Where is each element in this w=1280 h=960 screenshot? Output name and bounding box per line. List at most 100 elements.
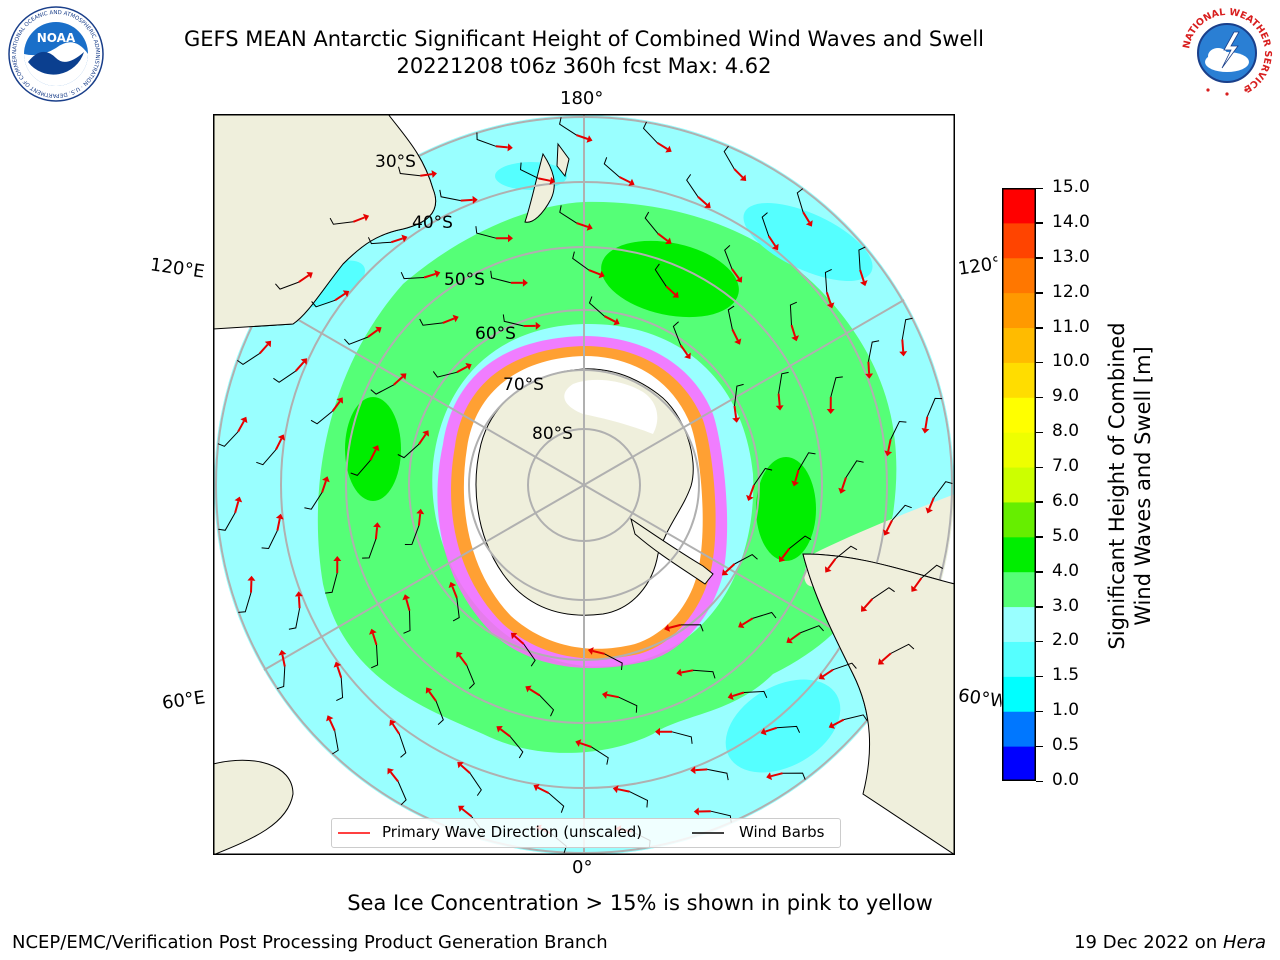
wind-barb xyxy=(604,653,623,670)
wave-direction-arrowhead xyxy=(234,496,243,503)
wave-direction-arrow xyxy=(841,477,847,490)
wave-direction-arrow xyxy=(885,519,893,532)
wave-direction-arrowhead xyxy=(448,581,457,588)
colorbar-segment xyxy=(1002,501,1036,538)
wind-barb xyxy=(830,376,843,398)
wave-direction-arrowhead xyxy=(457,762,464,769)
wind-barb xyxy=(776,725,801,733)
wind-barb xyxy=(926,397,943,417)
colorbar-tick-mark xyxy=(1036,640,1043,643)
credit-date: 19 Dec 2022 on Hera xyxy=(1074,932,1266,953)
wave-direction-arrowhead xyxy=(612,785,619,794)
wind-barb xyxy=(502,314,524,327)
wave-direction-arrow xyxy=(328,719,336,732)
polar-map xyxy=(213,114,955,855)
wind-barb xyxy=(824,268,832,293)
lat-label-50s: 50°S xyxy=(444,270,485,290)
wind-barb xyxy=(311,299,336,308)
wind-barb xyxy=(398,166,421,177)
wind-barb xyxy=(872,587,895,600)
wave-direction-arrow xyxy=(393,375,404,386)
colorbar-tick-mark xyxy=(1036,292,1043,294)
wind-barb xyxy=(370,644,379,669)
wave-direction-arrow xyxy=(294,361,305,372)
wave-direction-arrowhead xyxy=(336,397,343,404)
wave-direction-arrow xyxy=(901,339,905,352)
wave-direction-arrowhead xyxy=(704,201,711,208)
colorbar-tick-label: 1.0 xyxy=(1052,700,1080,721)
wave-direction-arrowhead xyxy=(805,220,813,227)
wave-direction-arrowhead xyxy=(264,340,272,348)
colorbar-segment xyxy=(1002,676,1036,712)
wind-barb xyxy=(789,301,798,326)
colorbar-segment xyxy=(1002,536,1036,573)
wave-direction-arrowhead xyxy=(389,719,397,727)
lon-label-60e: 60°E xyxy=(160,687,207,714)
wind-barb xyxy=(539,695,555,717)
colorbar-tick-label: 2.0 xyxy=(1052,630,1080,651)
map-frame xyxy=(213,114,955,855)
wave-direction-arrow xyxy=(405,598,411,611)
new-zealand-land xyxy=(524,142,570,223)
wave-direction-arrowhead xyxy=(771,243,779,251)
wind-barb xyxy=(336,677,344,702)
wind-barb xyxy=(845,460,864,478)
wind-barb xyxy=(275,281,299,290)
wave-direction-arrowhead xyxy=(522,278,528,287)
wave-direction-arrowhead xyxy=(672,291,679,298)
colorbar-tick-mark xyxy=(1036,675,1043,678)
colorbar-segment xyxy=(1002,432,1036,468)
wave-direction-arrowhead xyxy=(586,223,593,231)
wave-direction-arrowhead xyxy=(791,480,799,487)
wave-direction-arrow xyxy=(604,315,616,323)
wave-direction-arrow xyxy=(606,693,619,699)
wave-direction-arrowhead xyxy=(838,487,846,494)
legend-wave-label: Primary Wave Direction (unscaled) xyxy=(382,823,643,841)
wave-direction-arrow xyxy=(374,527,379,540)
credit-machine: Hera xyxy=(1222,932,1266,953)
wind-barb xyxy=(310,410,333,425)
wave-direction-arrow xyxy=(665,285,676,296)
wind-barb xyxy=(672,321,682,346)
colorbar-tick-mark xyxy=(1036,780,1043,782)
wave-direction-arrowhead xyxy=(860,280,868,287)
wave-direction-arrow xyxy=(456,365,468,374)
wave-direction-arrow xyxy=(371,633,378,646)
wave-direction-arrowhead xyxy=(665,145,672,153)
wave-direction-arrow xyxy=(389,771,399,783)
wave-direction-arrow xyxy=(695,768,708,772)
wave-direction-arrow xyxy=(336,665,343,679)
wave-direction-arrowhead xyxy=(294,591,303,597)
lon-label-180: 180° xyxy=(560,88,604,109)
wave-direction-arrow xyxy=(234,501,240,514)
wave-direction-arrow xyxy=(770,772,783,778)
wave-direction-arrowhead xyxy=(911,585,918,592)
noaa-wordmark: NOAA xyxy=(37,31,76,45)
wind-barb xyxy=(858,246,866,270)
colorbar-tick-mark xyxy=(1036,571,1043,573)
wind-barb xyxy=(572,251,590,271)
wave-direction-arrow xyxy=(423,272,436,279)
wave-direction-arrowhead xyxy=(665,237,672,244)
wave-direction-arrowhead xyxy=(431,170,437,178)
colorbar-segment xyxy=(1002,606,1036,642)
colorbar-tick-mark xyxy=(1036,466,1043,469)
wave-direction-arrowhead xyxy=(275,513,284,520)
wind-barb xyxy=(559,205,577,224)
wave-direction-arrow xyxy=(913,577,923,589)
wave-direction-arrow xyxy=(731,268,740,280)
wave-direction-arrowhead xyxy=(721,569,729,576)
wave-direction-arrow xyxy=(887,439,892,452)
wave-direction-arrow xyxy=(281,654,286,667)
wave-direction-arrowhead xyxy=(739,174,747,181)
wave-direction-arrowhead xyxy=(602,691,608,699)
wave-direction-arrowhead xyxy=(826,409,835,414)
wind-barb xyxy=(400,271,425,280)
colorbar-tick-mark xyxy=(1036,536,1043,538)
wind-barb xyxy=(238,592,252,613)
wave-direction-arrow xyxy=(733,168,744,179)
wave-direction-arrowhead xyxy=(247,575,256,581)
wind-barb xyxy=(344,336,368,345)
colorbar-segment xyxy=(1002,641,1036,677)
colorbar-segment xyxy=(1002,327,1036,363)
